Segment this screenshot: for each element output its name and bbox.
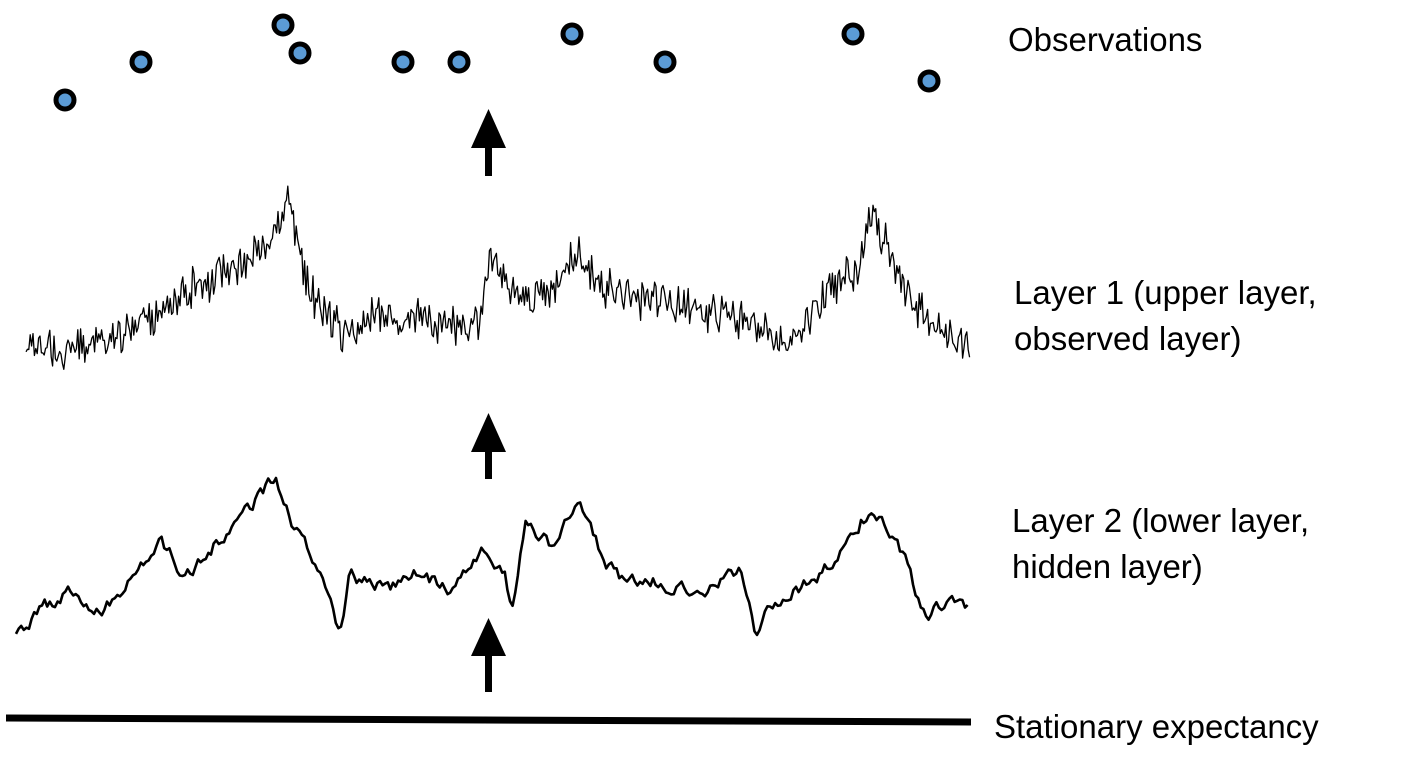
layer1-label: Layer 1 (upper layer, observed layer) xyxy=(1014,270,1317,362)
arrow-up-icon xyxy=(471,413,506,479)
observation-point xyxy=(447,50,471,74)
observations-group xyxy=(53,13,941,112)
observation-point xyxy=(53,88,77,112)
observations-label: Observations xyxy=(1008,21,1203,58)
observation-point xyxy=(129,50,153,74)
layer2-trace xyxy=(14,476,969,637)
layer1-label-line: observed layer) xyxy=(1014,320,1242,357)
observation-point xyxy=(288,41,312,65)
observation-point xyxy=(841,22,865,46)
observation-point xyxy=(391,50,415,74)
layer1-label-line: Layer 1 (upper layer, xyxy=(1014,274,1317,311)
layer1-trace xyxy=(25,185,971,370)
layer2-label: Layer 2 (lower layer, hidden layer) xyxy=(1012,498,1309,590)
layer2-label-line: Layer 2 (lower layer, xyxy=(1012,502,1310,539)
observation-point xyxy=(653,50,677,74)
observation-point xyxy=(917,69,941,93)
layer2-label-line: hidden layer) xyxy=(1012,548,1203,585)
stationary-expectancy-line xyxy=(5,714,972,726)
observation-point xyxy=(271,13,295,37)
stationary-expectancy-label: Stationary expectancy xyxy=(994,708,1319,745)
arrow-up-icon xyxy=(471,109,506,176)
observation-point xyxy=(560,22,584,46)
arrow-up-icon xyxy=(471,618,506,692)
